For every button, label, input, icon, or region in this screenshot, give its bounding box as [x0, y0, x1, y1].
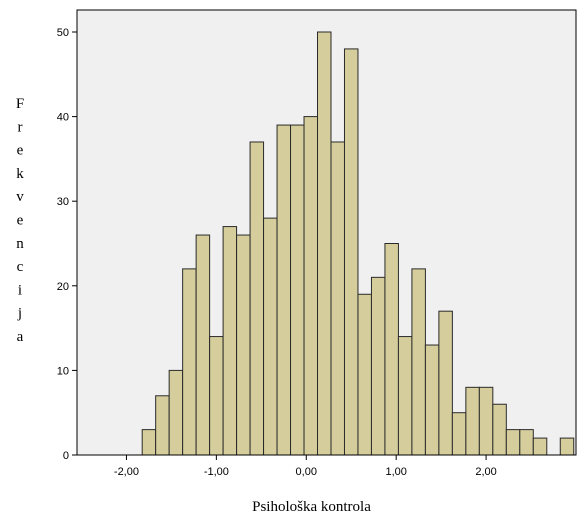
- y-axis: 0 10 20 30 40 50: [57, 27, 77, 462]
- x-tick-label: 0,00: [296, 466, 317, 478]
- y-tick-label: 40: [57, 112, 69, 124]
- y-tick-label: 30: [57, 196, 69, 208]
- y-tick-label: 50: [57, 27, 69, 39]
- histogram-bar: [451, 412, 467, 456]
- histogram-bar: [411, 268, 426, 456]
- histogram-bar: [155, 395, 170, 456]
- x-tick-label: -1,00: [204, 466, 229, 478]
- histogram-bar: [290, 124, 305, 456]
- bars-group: [141, 31, 575, 456]
- x-axis: -2,00 -1,00 0,00 1,00 2,00: [114, 455, 497, 478]
- histogram-bar: [195, 234, 211, 456]
- histogram-bar: [343, 48, 359, 456]
- x-axis-label: Psihološka kontrola: [252, 499, 371, 515]
- histogram-bar: [209, 336, 224, 456]
- x-tick-label: 2,00: [475, 466, 496, 478]
- y-tick-label: 10: [57, 365, 69, 377]
- histogram-bar: [465, 386, 480, 456]
- histogram-bar: [492, 403, 507, 456]
- histogram-bar: [438, 310, 453, 456]
- histogram-bar: [505, 429, 521, 456]
- histogram-bar: [182, 268, 197, 456]
- histogram-bar: [384, 242, 399, 456]
- histogram-bar: [168, 369, 184, 456]
- x-tick-label: -2,00: [114, 466, 139, 478]
- histogram-bar: [559, 437, 575, 456]
- y-tick-label: 20: [57, 281, 69, 293]
- histogram-bar: [370, 276, 386, 456]
- plot-frame: [76, 9, 577, 456]
- histogram-bar: [141, 429, 157, 456]
- histogram-bar: [532, 437, 548, 456]
- histogram-bar: [263, 217, 278, 456]
- histogram-bar: [236, 234, 251, 456]
- histogram-bar: [478, 386, 494, 456]
- histogram-bar: [303, 116, 319, 456]
- x-tick-label: 1,00: [385, 466, 406, 478]
- histogram-bar: [276, 124, 292, 456]
- histogram-bar: [317, 31, 332, 456]
- y-tick-label: 0: [63, 450, 69, 462]
- histogram-bar: [424, 344, 440, 456]
- histogram-bar: [249, 141, 265, 456]
- histogram-bar: [519, 429, 534, 456]
- histogram-bar: [330, 141, 345, 456]
- histogram-bar: [357, 293, 372, 456]
- histogram-bar: [222, 226, 238, 456]
- histogram-bar: [397, 336, 413, 456]
